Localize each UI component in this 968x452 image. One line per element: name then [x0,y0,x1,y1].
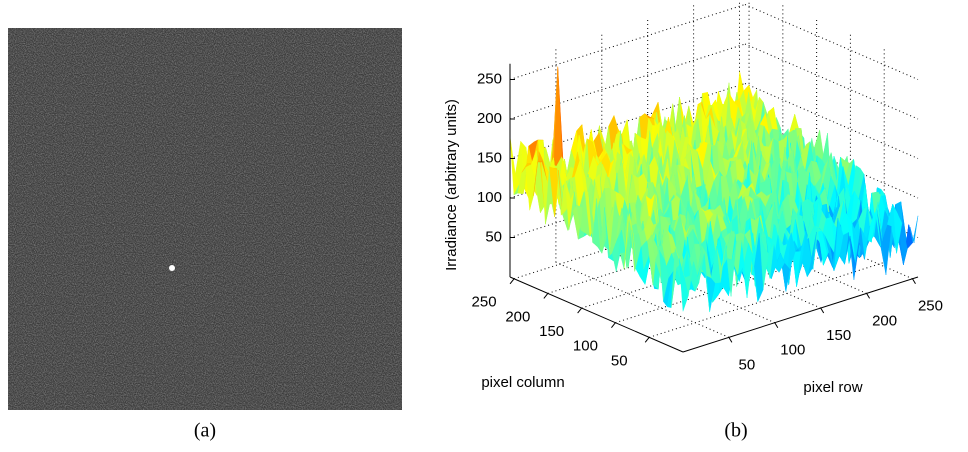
z-axis-label: Irradiance (arbitrary units) [443,99,460,271]
tick-mark [577,307,583,314]
z-tick-label: 150 [477,149,502,166]
z-tick-label: 100 [477,189,502,206]
y-tick-label: 100 [573,338,598,355]
surface-patch [678,258,689,312]
surface [509,66,919,313]
tick-mark [728,337,733,343]
y-axis-label: pixel column [481,374,564,391]
tick-mark [611,322,616,329]
z-tick-label: 50 [485,228,502,245]
z-tick-label: 250 [477,70,502,87]
speckle-image [8,28,402,410]
grid-line [744,43,919,120]
surface-plot: 50 100 150 200 250 50 100 150 200 250 50 100 150 200 2… [443,0,943,396]
tick-mark [866,293,871,299]
caption: (a) [194,420,216,442]
tick-mark [912,278,916,285]
x-axis [682,276,919,353]
x-axis-label: pixel row [803,379,862,396]
y-axis [509,276,684,353]
grid-line [509,4,746,80]
x-tick-label: 50 [739,356,756,373]
y-tick-label: 250 [472,294,497,311]
tick-mark [644,337,650,343]
tick-mark [820,307,825,314]
z-tick-label: 200 [477,110,502,127]
x-tick-label: 250 [918,298,943,315]
y-tick-label: 50 [611,352,628,369]
x-tick-label: 150 [826,327,851,344]
grid-line [744,4,919,80]
tick-mark [774,322,779,328]
y-tick-label: 200 [505,308,530,325]
tick-mark [509,278,515,285]
tick-mark [543,293,549,299]
y-tick-label: 150 [539,323,564,340]
x-tick-label: 100 [780,342,805,359]
x-tick-label: 200 [872,312,897,329]
caption: (b) [724,420,747,442]
